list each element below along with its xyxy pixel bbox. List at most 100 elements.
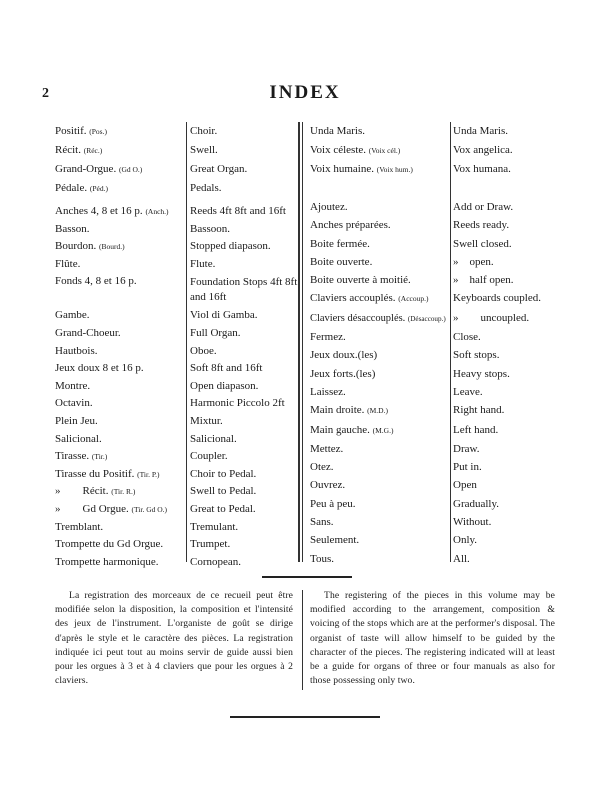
index-entry: Ajoutez. Add or Draw. [310,198,559,216]
french-term-text: Voix céleste. [310,144,367,156]
french-term-wrapper: Anches préparées. [310,216,391,234]
french-term: Tirasse du Positif. (Tir. P.) [55,466,185,484]
french-term-text: Pédale. [55,182,88,194]
french-term-text: Boite ouverte. [310,255,373,268]
french-term-wrapper: Salicional. [55,431,102,449]
index-entry: Otez. Put in. [310,458,559,476]
french-term-wrapper: Mettez. [310,440,343,458]
english-term: Draw. [453,442,480,455]
index-entry: Tremblant. Tremulant. [55,519,298,537]
french-term: Pédale. (Péd.) [55,179,185,198]
index-entry: Plein Jeu. Mixtur. [55,413,298,431]
french-term: Grand-Orgue. (Gd O.) [55,160,185,179]
french-term: Tremblant. [55,519,185,537]
english-term: Choir to Pedal. [190,467,257,480]
french-term-text: Otez. [310,461,334,474]
french-term-wrapper: Jeux forts.(les) [310,365,375,383]
index-entry: Ouvrez. Open [310,476,559,494]
french-term-wrapper: Hautbois. [55,343,97,361]
french-term: Voix humaine. (Voix hum.) [310,160,448,179]
index-entry: Positif. (Pos.) Choir. [55,122,298,141]
english-term: Soft 8ft and 16ft [190,362,263,375]
french-term-text: Octavin. [55,397,93,410]
english-term: Mixtur. [190,414,223,427]
english-term: All. [453,552,470,565]
abbreviation: (Désaccoup.) [407,313,446,323]
abbreviation: (Voix cél.) [368,146,401,155]
french-term: Tirasse. (Tir.) [55,448,185,466]
abbreviation: (Tir. Gd O.) [131,504,168,514]
french-term: Peu à peu. [310,495,448,513]
french-term-text: Peu à peu. [310,497,356,510]
english-term: Cornopean. [190,555,242,568]
english-term: Swell to Pedal. [190,485,257,498]
french-term: Jeux forts.(les) [310,365,448,383]
french-term-wrapper: Gambe. [55,307,90,325]
english-term: Pedals. [190,182,222,194]
french-term-wrapper: Otez. [310,458,334,476]
french-term: Anches préparées. [310,216,448,234]
french-term: Boite fermée. [310,235,448,253]
index-entry: Tirasse. (Tir.) Coupler. [55,448,298,466]
index-entry: » Gd Orgue. (Tir. Gd O.) Great to Pedal. [55,501,298,519]
french-term: Main droite. (M.D.) [310,401,448,420]
abbreviation: (Pos.) [89,127,107,136]
french-term-wrapper: Claviers accouplés. (Accoup.) [310,289,428,308]
english-term: Foundation Stops 4ft 8ft and 16ft [190,276,298,304]
english-term: Oboe. [190,344,217,357]
french-term-wrapper: Boite fermée. [310,235,370,253]
english-term: Bassoon. [190,222,231,235]
ornamental-rule-bottom [230,716,380,718]
french-term: Trompette harmonique. [55,554,185,572]
english-term: Unda Maris. [453,125,508,137]
column-divider-left [186,122,187,562]
index-entry: Laissez. Leave. [310,383,559,401]
french-term-text: Laissez. [310,385,346,398]
index-entry: Boite ouverte. » open. [310,253,559,271]
french-term: Récit. (Réc.) [55,141,185,160]
french-term-text: Trompette du Gd Orgue. [55,538,164,551]
abbreviation: (M.G.) [372,425,394,435]
english-term: Tremulant. [190,520,239,533]
english-term: Leave. [453,385,483,398]
french-term-text: Flûte. [55,257,81,270]
abbreviation: (Tir.) [91,452,108,462]
abbreviation: (Péd.) [89,184,108,193]
english-term: Coupler. [190,450,228,463]
english-term: Choir. [190,125,218,137]
abbreviation: (Accoup.) [398,294,429,304]
french-term: Fonds 4, 8 et 16 p. [55,273,185,307]
french-term: Gambe. [55,307,185,325]
french-term: Mettez. [310,440,448,458]
english-term: Trumpet. [190,538,231,551]
index-entry: Jeux doux 8 et 16 p. Soft 8ft and 16ft [55,360,298,378]
index-entry: Seulement. Only. [310,531,559,549]
french-term: Positif. (Pos.) [55,122,185,141]
french-term-text: Grand-Choeur. [55,326,121,339]
english-term: Harmonic Piccolo 2ft [190,397,285,410]
index-entry: Boite ouverte à moitié. » half open. [310,271,559,289]
french-term-wrapper: Récit. (Réc.) [55,141,102,160]
french-term-wrapper: Pédale. (Péd.) [55,179,108,198]
french-term-text: Boite ouverte à moitié. [310,274,411,287]
index-entry: Peu à peu. Gradually. [310,495,559,513]
french-term: Main gauche. (M.G.) [310,421,448,440]
english-term: Heavy stops. [453,367,510,380]
index-entry: Bourdon. (Bourd.) Stopped diapason. [55,238,298,256]
french-term-wrapper: Tirasse du Positif. (Tir. P.) [55,466,160,484]
english-term: Keyboards coupled. [453,292,541,305]
english-term: Full Organ. [190,326,241,339]
french-term: Ajoutez. [310,198,448,216]
abbreviation: (Bourd.) [99,242,125,252]
french-term-text: » Gd Orgue. [55,502,129,515]
french-term: Boite ouverte. [310,253,448,271]
note-french-text: La registration des morceaux de ce recue… [55,590,293,687]
abbreviation: (Réc.) [83,146,103,155]
abbreviation: (Anch.) [145,207,169,216]
english-term: Swell. [190,144,218,156]
index-entry: Récit. (Réc.) Swell. [55,141,298,160]
french-term-wrapper: Ajoutez. [310,198,348,216]
french-term: Basson. [55,221,185,239]
french-term-text: Jeux doux.(les) [310,349,378,362]
index-entry: Main gauche. (M.G.) Left hand. [310,421,559,440]
